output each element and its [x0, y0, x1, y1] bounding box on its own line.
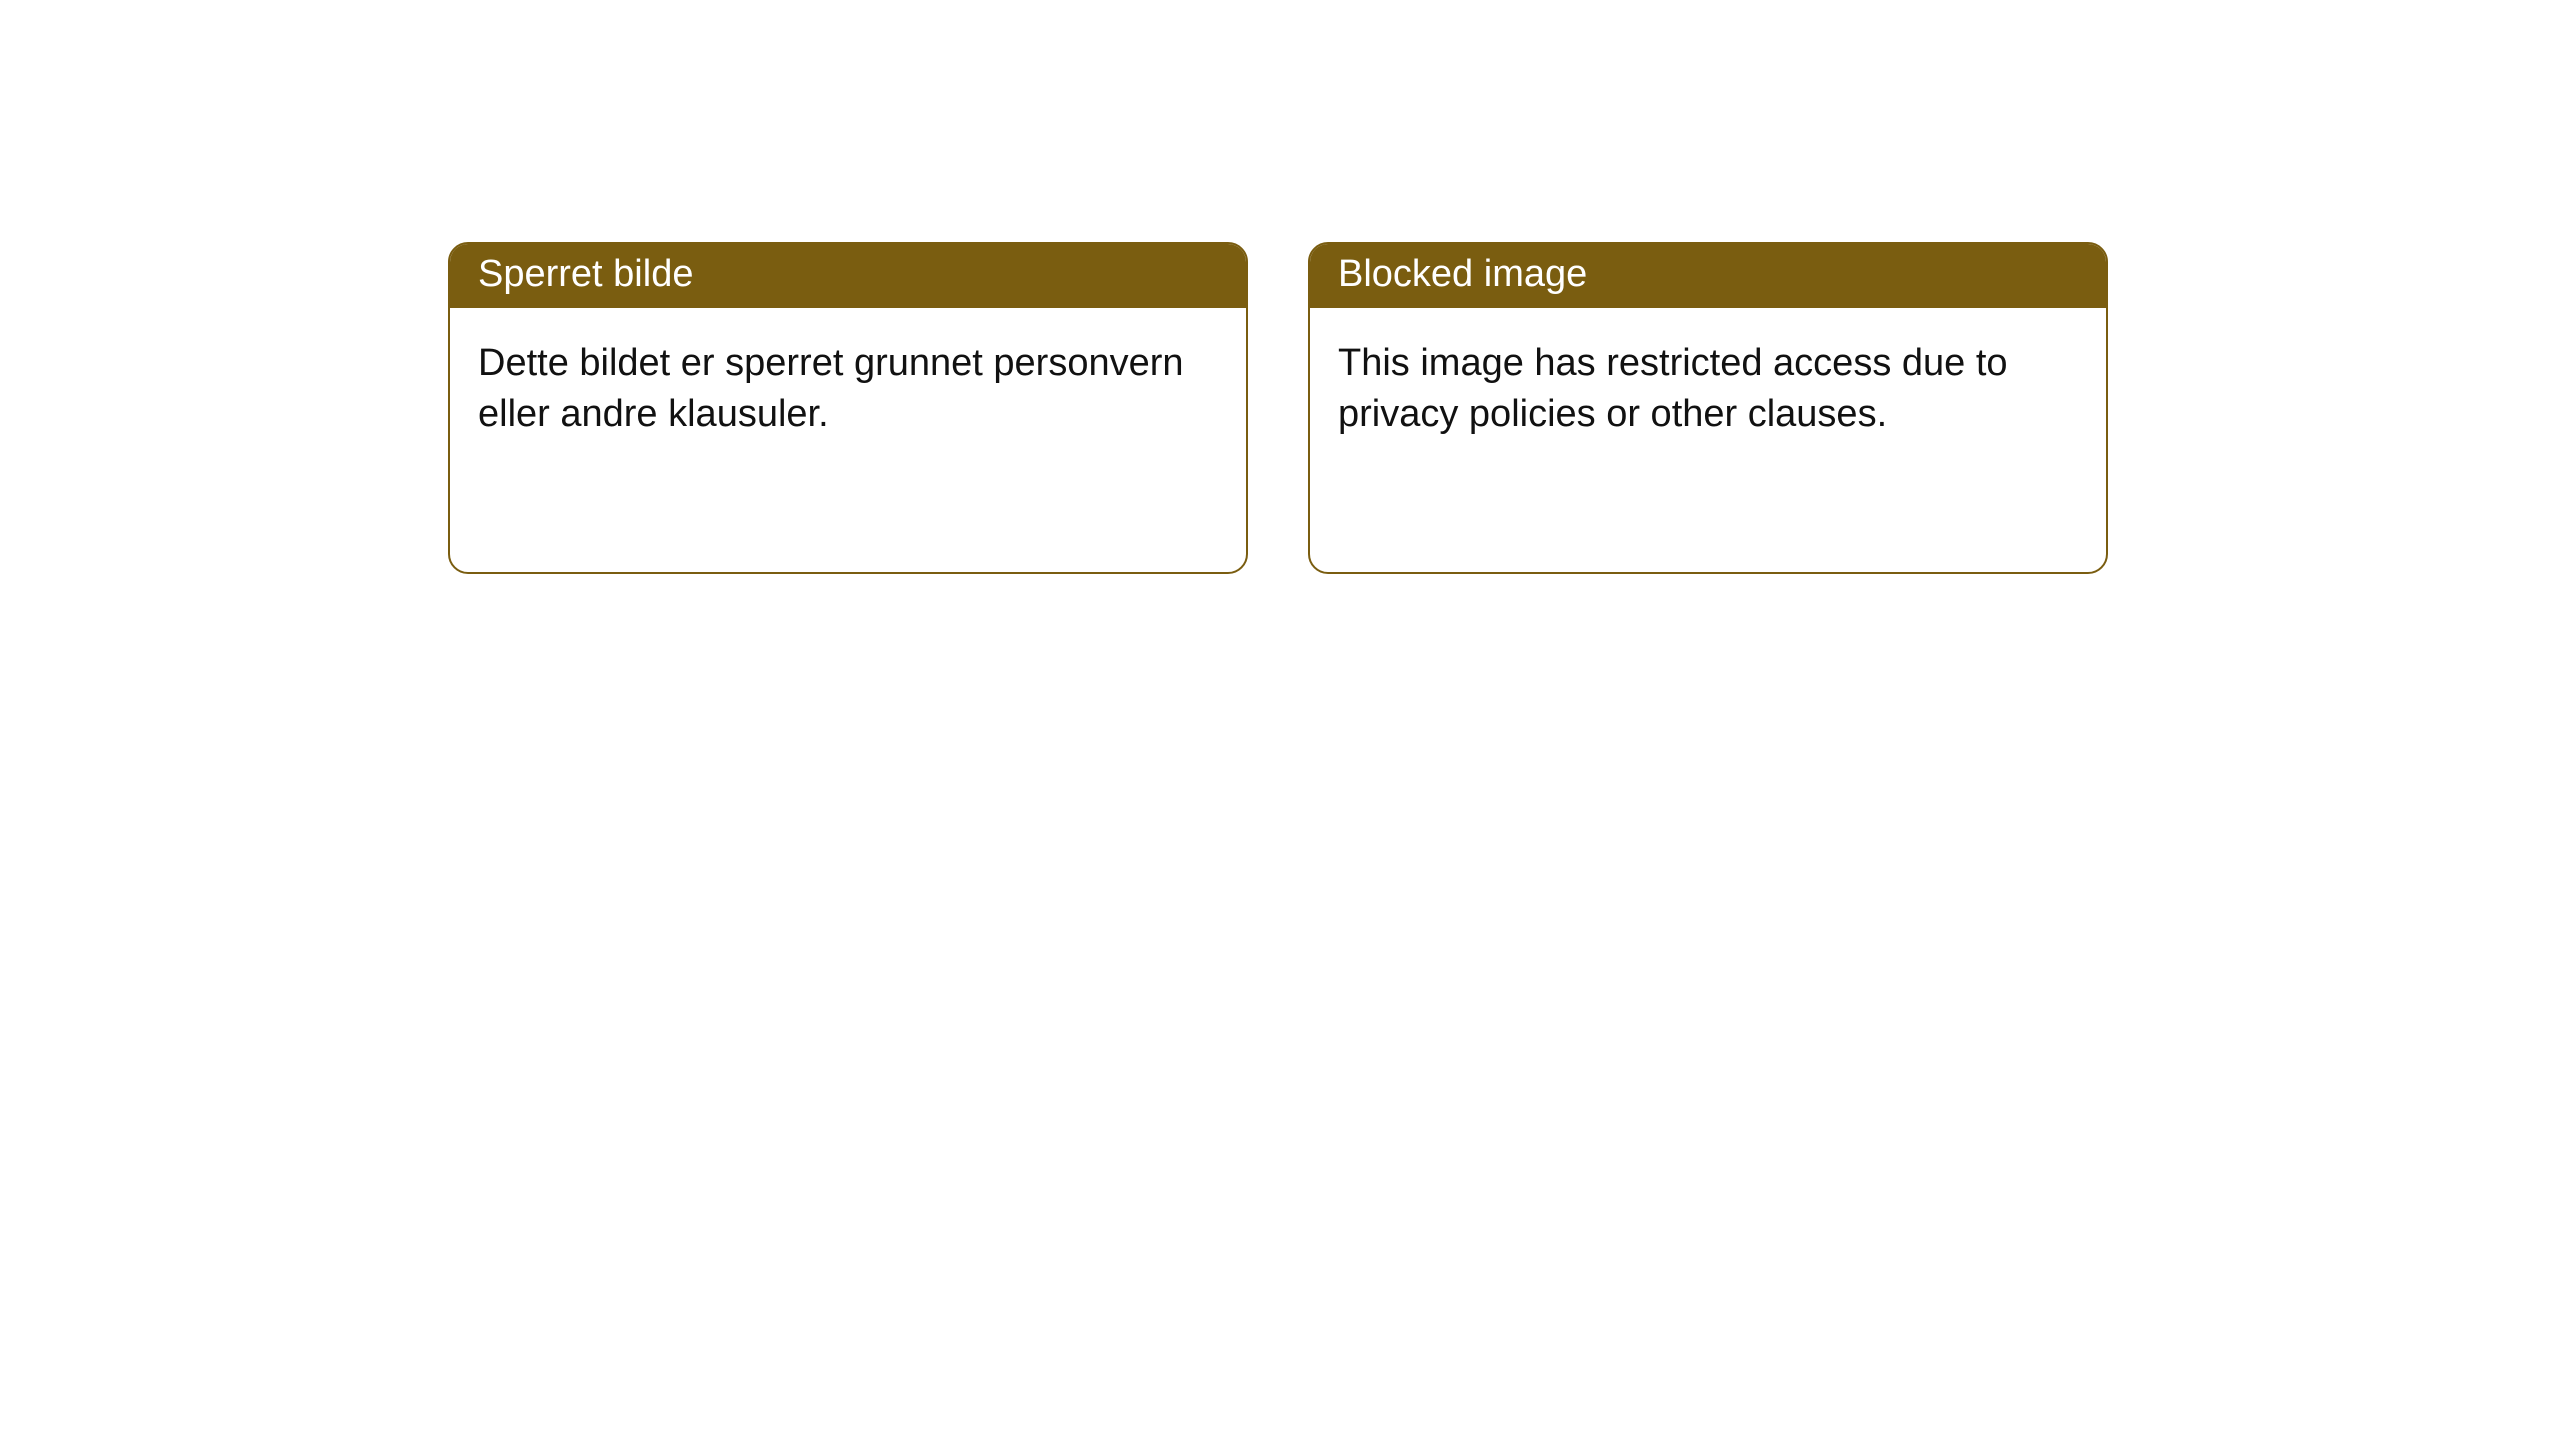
notice-title: Blocked image — [1310, 244, 2106, 308]
notice-container: Sperret bilde Dette bildet er sperret gr… — [0, 0, 2560, 574]
notice-body: This image has restricted access due to … — [1310, 308, 2106, 471]
notice-card-norwegian: Sperret bilde Dette bildet er sperret gr… — [448, 242, 1248, 574]
notice-body: Dette bildet er sperret grunnet personve… — [450, 308, 1246, 471]
notice-title: Sperret bilde — [450, 244, 1246, 308]
notice-card-english: Blocked image This image has restricted … — [1308, 242, 2108, 574]
